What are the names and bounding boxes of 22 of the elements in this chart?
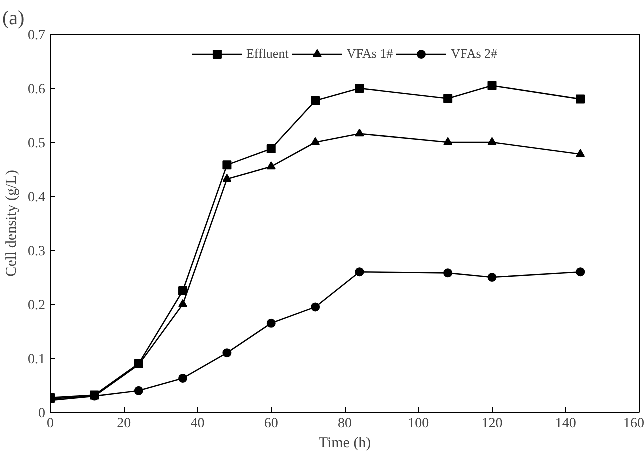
x-tick-label: 60 <box>264 416 278 432</box>
y-tick-label: 0.1 <box>28 352 46 368</box>
legend-label: VFAs 1# <box>346 46 394 62</box>
y-tick-label: 0.7 <box>28 28 46 44</box>
y-tick-label: 0 <box>38 406 46 422</box>
legend-label: VFAs 2# <box>451 46 498 62</box>
chart-title: (a) <box>2 8 25 30</box>
x-tick-label: 40 <box>190 416 205 432</box>
x-tick-label: 20 <box>117 416 132 432</box>
x-tick-label: 160 <box>624 416 644 432</box>
legend-label: Effluent <box>246 46 289 62</box>
x-axis-title: Time (h) <box>318 436 372 452</box>
y-axis-title: Cell density (g/L) <box>4 170 20 277</box>
y-tick-label: 0.4 <box>28 190 46 206</box>
y-tick-label: 0.3 <box>28 244 46 260</box>
y-tick-label: 0.6 <box>28 82 46 98</box>
y-tick-label: 0.5 <box>28 136 46 152</box>
y-tick-label: 0.2 <box>28 298 46 314</box>
x-tick-label: 100 <box>408 416 430 432</box>
x-tick-label: 140 <box>555 416 576 432</box>
x-tick-label: 80 <box>338 416 352 432</box>
x-tick-label: 120 <box>482 416 503 432</box>
